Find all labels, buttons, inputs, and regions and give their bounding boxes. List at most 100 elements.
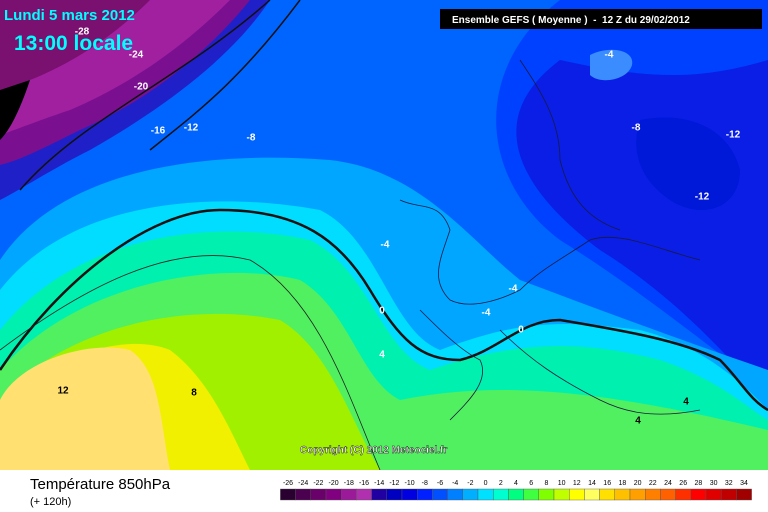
scale-label: 16 xyxy=(603,480,611,487)
contour-label: 0 xyxy=(379,306,385,317)
scale-swatch xyxy=(401,488,418,501)
footer-lead: (+ 120h) xyxy=(30,496,71,508)
contour-label: -4 xyxy=(605,50,614,61)
scale-label: -16 xyxy=(359,480,369,487)
scale-label: 18 xyxy=(619,480,627,487)
scale-swatch xyxy=(386,488,403,501)
copyright: Copyright (C) 2012 Meteociel.fr xyxy=(300,445,447,456)
scale-swatch xyxy=(295,488,312,501)
scale-label: -4 xyxy=(452,480,458,487)
scale-swatch xyxy=(325,488,342,501)
scale-swatch xyxy=(447,488,464,501)
scale-swatch xyxy=(599,488,615,501)
scale-swatch xyxy=(477,488,494,501)
scale-swatch xyxy=(584,488,600,501)
field-minus4-blob xyxy=(590,49,633,81)
scale-label: 10 xyxy=(558,480,566,487)
scale-swatch xyxy=(341,488,357,501)
footer-title: Température 850hPa xyxy=(30,476,171,493)
contour-label: -12 xyxy=(695,192,710,203)
scale-swatch xyxy=(614,488,631,501)
scale-swatch xyxy=(675,488,691,501)
scale-swatch xyxy=(432,488,448,501)
scale-swatch xyxy=(462,488,479,501)
scale-swatch xyxy=(721,488,737,501)
contour-label: -12 xyxy=(184,123,199,134)
zero-isotherm xyxy=(0,208,768,412)
scale-swatch xyxy=(690,488,707,501)
contour-label: -16 xyxy=(151,126,166,137)
scale-label: -18 xyxy=(344,480,354,487)
field-minus12-blob xyxy=(636,117,740,210)
coastline xyxy=(399,59,701,421)
scale-swatch xyxy=(705,488,722,501)
scale-label: -14 xyxy=(374,480,384,487)
scale-label: 4 xyxy=(514,480,518,487)
contour-label: -8 xyxy=(632,123,641,134)
scale-label: 2 xyxy=(499,480,503,487)
run-label: Ensemble GEFS ( Moyenne ) - 12 Z du 29/0… xyxy=(452,15,690,26)
scale-label: 26 xyxy=(679,480,687,487)
field-dark xyxy=(0,80,30,140)
scale-swatch xyxy=(493,488,509,501)
date-label: Lundi 5 mars 2012 xyxy=(4,7,135,24)
contour-label: -4 xyxy=(381,240,390,251)
scale-label: 22 xyxy=(649,480,657,487)
contour-label: 0 xyxy=(518,325,524,336)
scale-swatch xyxy=(371,488,388,501)
contour-label: 4 xyxy=(635,416,641,427)
contour-label: -12 xyxy=(726,130,741,141)
contour-label: -28 xyxy=(75,27,90,38)
scale-swatch xyxy=(660,488,676,501)
time-label: 13:00 locale xyxy=(14,32,133,55)
scale-label: -22 xyxy=(313,480,323,487)
contour-label: -4 xyxy=(509,284,518,295)
scale-swatch xyxy=(645,488,661,501)
scale-label: 12 xyxy=(573,480,581,487)
scale-label: 0 xyxy=(484,480,488,487)
run-box xyxy=(440,9,762,29)
scale-label: -24 xyxy=(298,480,308,487)
scale-swatch xyxy=(629,488,646,501)
field-minus24 xyxy=(0,0,150,90)
isotherm xyxy=(19,0,301,191)
scale-label: -10 xyxy=(405,480,415,487)
scale-label: -6 xyxy=(437,480,443,487)
field-twelve xyxy=(0,347,170,470)
scale-swatch xyxy=(280,488,296,501)
scale-label: 28 xyxy=(695,480,703,487)
scale-swatch xyxy=(356,488,372,501)
scale-label: 6 xyxy=(529,480,533,487)
isotherm xyxy=(0,255,381,471)
scale-label: 34 xyxy=(740,480,748,487)
scale-label: 20 xyxy=(634,480,642,487)
scale-swatch xyxy=(523,488,539,501)
scale-swatch xyxy=(569,488,585,501)
color-scale: -26 -24 -22 -20 -18 -16 -14 -12 -10 -8 -6 -4 -2 0 2 4 6 8… xyxy=(280,480,752,501)
contour-label: 4 xyxy=(379,350,385,361)
scale-label: 14 xyxy=(588,480,596,487)
contour-label: -4 xyxy=(482,308,491,319)
scale-label: -12 xyxy=(389,480,399,487)
scale-swatch xyxy=(736,488,752,501)
contour-label: 12 xyxy=(57,386,69,397)
contour-label: -20 xyxy=(134,82,149,93)
scale-label: -26 xyxy=(283,480,293,487)
contour-label: -8 xyxy=(247,133,256,144)
scale-label: 24 xyxy=(664,480,672,487)
scale-swatch xyxy=(508,488,524,501)
scale-label: 32 xyxy=(725,480,733,487)
scale-swatch xyxy=(417,488,433,501)
scale-label: -2 xyxy=(467,480,473,487)
scale-swatch xyxy=(538,488,555,501)
contour-label: -24 xyxy=(129,50,144,61)
scale-label: 30 xyxy=(710,480,718,487)
scale-swatch xyxy=(553,488,570,501)
scale-label: 8 xyxy=(544,480,548,487)
scale-label: -20 xyxy=(329,480,339,487)
scale-swatch xyxy=(310,488,327,501)
contour-label: 8 xyxy=(191,388,197,399)
scale-label: -8 xyxy=(422,480,428,487)
contour-label: 4 xyxy=(683,397,689,408)
